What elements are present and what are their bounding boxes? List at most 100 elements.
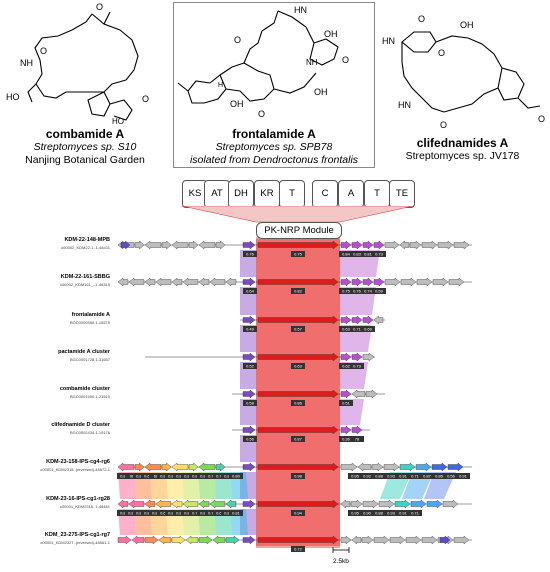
cluster-row-label: KDM_23-275-IPS-cg1-rg7 c00001_KDM2327..(r… (40, 532, 110, 545)
gene-arrow (131, 535, 145, 545)
identity-label-bg (291, 363, 305, 369)
svg-text:HO: HO (6, 92, 20, 102)
domain-at: AT (204, 180, 230, 208)
identity-value: 0.36 (342, 437, 351, 442)
gene-arrow (171, 462, 189, 472)
identity-value: 0.64 (246, 289, 255, 294)
gene-arrow (120, 240, 131, 250)
gene-arrow (362, 240, 374, 250)
gene-arrow (198, 499, 210, 509)
identity-label-bg (291, 251, 305, 257)
identity-label-bg (350, 363, 364, 369)
identity-value: 0.85 (160, 474, 169, 479)
gene-arrow (340, 240, 352, 250)
gene-arrow (431, 462, 448, 472)
identity-value: 0.74 (208, 511, 217, 516)
gene-arrow (400, 277, 417, 287)
identity-label-bg (291, 436, 305, 442)
domain-dh: DH (228, 180, 254, 208)
gene-arrow (383, 462, 400, 472)
cluster-row-label: KDM-22-161-SBBG c00002_KDM161_..1-48315 (59, 274, 110, 287)
core-pk-nrps-gene (257, 389, 339, 399)
svg-text:O: O (96, 2, 103, 12)
identity-value: 0.51 (342, 401, 351, 406)
gene-arrow (340, 462, 358, 472)
identity-label-bg (372, 510, 386, 516)
gene-arrow (453, 240, 470, 250)
gene-arrow (448, 277, 465, 287)
gene-arrow (340, 535, 352, 545)
identity-value: 0.88 (375, 511, 384, 516)
identity-label-bg (339, 400, 353, 406)
gene-arrow (421, 535, 438, 545)
gene-arrow (171, 499, 183, 509)
gene-arrow (144, 499, 156, 509)
gene-arrow (399, 240, 410, 250)
identity-label-bg (157, 510, 171, 516)
identity-label-bg (149, 473, 163, 479)
gene-arrow (188, 240, 199, 250)
gene-arrow (242, 315, 256, 325)
svg-text:O: O (40, 46, 47, 56)
identity-label-bg (291, 473, 305, 479)
identity-label-bg (291, 510, 305, 516)
identity-value: 0.88 (375, 474, 384, 479)
gene-arrow (351, 389, 366, 399)
identity-value: 0.76 (353, 289, 362, 294)
core-pk-nrps-gene (257, 277, 339, 287)
identity-label-bg (149, 510, 163, 516)
gene-arrow (389, 535, 406, 545)
pk-nrp-module-label: PK-NRP Module (256, 222, 342, 239)
gene-arrow (242, 535, 256, 545)
compound-caption-clifednamides: clifednamides A Streptomyces sp. JV178 (375, 136, 550, 163)
identity-value: 0.98 (294, 474, 303, 479)
gene-arrow (242, 425, 256, 435)
gene-arrow (225, 277, 237, 287)
gene-arrow (373, 535, 390, 545)
identity-value: 0.62 (342, 364, 351, 369)
identity-value: 0.85 (224, 474, 233, 479)
gene-arrow (351, 240, 363, 250)
identity-label-bg (243, 326, 257, 332)
svg-text:H: H (218, 82, 223, 89)
identity-label-bg (291, 546, 305, 552)
gene-arrow (171, 277, 183, 287)
gene-arrow (158, 535, 172, 545)
identity-value: 0.78 (216, 474, 225, 479)
identity-label-bg (350, 251, 364, 257)
svg-text:O: O (418, 14, 425, 24)
gene-arrow (161, 240, 172, 250)
identity-value: 0.94 (294, 511, 303, 516)
identity-label-bg (361, 326, 375, 332)
identity-value: 0.89 (136, 474, 145, 479)
identity-label-bg (181, 510, 195, 516)
gene-arrow (432, 277, 449, 287)
identity-label-bg (408, 473, 422, 479)
compound-organism: Streptomyces sp. SPB78 (215, 141, 333, 153)
cluster-row-label: KDM-22-148-MPB c00002_KDM22-1..1-48411 (61, 237, 110, 250)
identity-value: 0.49 (246, 327, 255, 332)
svg-text:O: O (234, 35, 241, 45)
gene-arrow (215, 462, 226, 472)
identity-value: 0.84 (152, 511, 161, 516)
core-pk-nrps-gene (257, 425, 339, 435)
identity-value: 0.59 (375, 289, 384, 294)
identity-value: 0.88 (168, 474, 177, 479)
identity-label-bg (408, 510, 422, 516)
domain-a: A (338, 180, 364, 208)
gene-arrow (225, 535, 240, 545)
identity-label-bg (348, 510, 362, 516)
identity-label-bg (189, 510, 203, 516)
domain-t1: T (279, 180, 305, 208)
identity-label-bg (229, 510, 243, 516)
gene-arrow (409, 240, 422, 250)
identity-value: 0.72 (294, 547, 303, 552)
identity-value: 0.90 (363, 511, 372, 516)
identity-label-bg (339, 363, 353, 369)
gene-arrow (242, 462, 256, 472)
identity-value: 0.85 (200, 511, 209, 516)
identity-value: 0.83 (144, 511, 153, 516)
svg-text:O: O (440, 120, 447, 130)
identity-value: 0.82 (224, 511, 233, 516)
identity-label-bg (173, 510, 187, 516)
